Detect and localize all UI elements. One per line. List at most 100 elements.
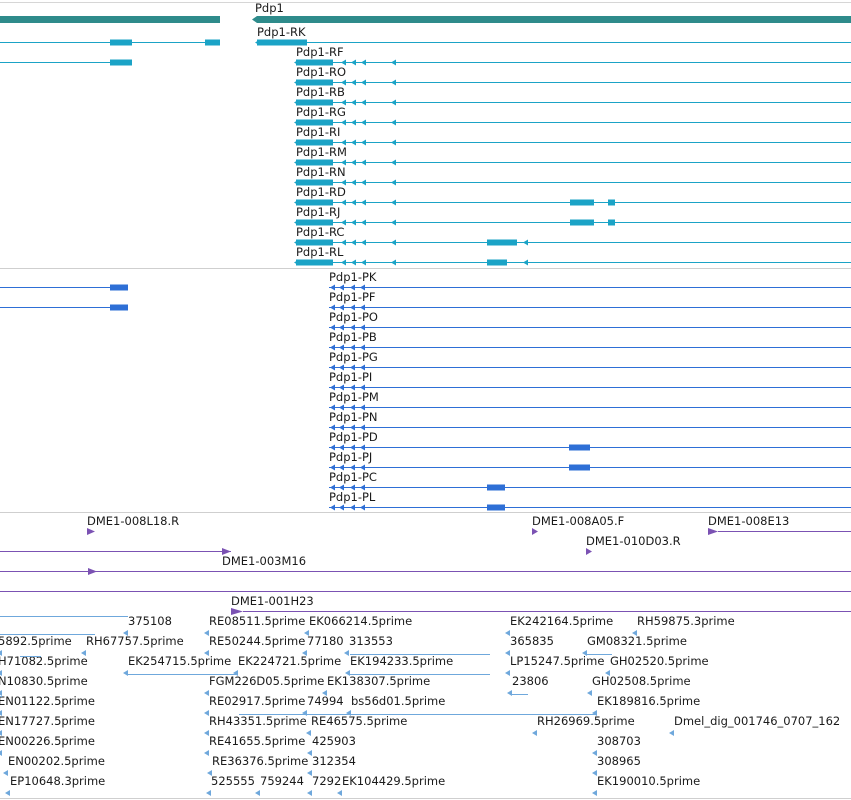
transcript-track[interactable]: Pdp1-RK Pdp1-RF Pdp1-RO Pdp1-RB Pdp1-RG Pdp1-… bbox=[0, 25, 851, 266]
est-row[interactable]: 308965 bbox=[592, 754, 641, 776]
exon[interactable] bbox=[296, 79, 333, 86]
protein-label[interactable]: Pdp1-PM bbox=[329, 390, 379, 404]
exon[interactable] bbox=[296, 159, 333, 166]
est-row[interactable]: GH02520.5prime bbox=[605, 654, 709, 676]
est-row[interactable]: H71082.5prime bbox=[0, 654, 88, 676]
est-feature[interactable] bbox=[0, 710, 2, 716]
est-label[interactable]: 23806 bbox=[512, 674, 549, 688]
clone-track[interactable]: DME1-008L18.R DME1-008A05.F DME1-008E13 DME… bbox=[0, 514, 851, 615]
protein-row[interactable]: Pdp1-PB bbox=[329, 330, 851, 351]
est-feature[interactable] bbox=[322, 690, 327, 696]
est-label[interactable]: 74994 bbox=[307, 694, 344, 708]
est-label[interactable]: RE41655.5prime bbox=[209, 734, 305, 748]
est-label[interactable]: RH43351.5prime bbox=[209, 714, 307, 728]
est-label[interactable]: RH26969.5prime bbox=[537, 714, 635, 728]
exon[interactable] bbox=[296, 99, 333, 106]
est-row[interactable]: RE41655.5prime bbox=[204, 734, 305, 756]
exon[interactable] bbox=[296, 179, 333, 186]
est-row[interactable]: 312354 bbox=[307, 754, 356, 776]
est-row[interactable]: 375108 bbox=[123, 614, 172, 636]
est-feature[interactable] bbox=[204, 710, 209, 716]
exon[interactable] bbox=[487, 239, 507, 246]
est-label[interactable]: 5892.5prime bbox=[0, 634, 72, 648]
est-feature[interactable] bbox=[207, 770, 212, 776]
est-feature[interactable] bbox=[304, 630, 309, 636]
clone-label[interactable]: DME1-008L18.R bbox=[87, 514, 179, 528]
protein-row[interactable]: Pdp1-PI bbox=[329, 370, 851, 391]
clone-end[interactable] bbox=[586, 548, 592, 555]
transcript-row[interactable]: Pdp1-RM bbox=[294, 145, 851, 166]
est-feature[interactable] bbox=[592, 750, 597, 756]
est-row[interactable]: 5892.5prime bbox=[0, 634, 72, 656]
est-label[interactable]: 759244 bbox=[260, 774, 304, 788]
gene-feature-pdp1[interactable] bbox=[257, 16, 851, 23]
est-row[interactable]: EK104429.5prime bbox=[337, 774, 445, 796]
est-feature[interactable] bbox=[345, 670, 350, 676]
est-feature[interactable] bbox=[307, 770, 312, 776]
exon[interactable] bbox=[296, 139, 333, 146]
exon[interactable] bbox=[110, 39, 132, 46]
transcript-row[interactable]: Pdp1-RK bbox=[0, 25, 851, 46]
est-feature[interactable] bbox=[81, 650, 86, 656]
clone-end[interactable] bbox=[87, 528, 95, 535]
protein-row[interactable]: Pdp1-PD bbox=[329, 430, 851, 451]
transcript-label[interactable]: Pdp1-RM bbox=[296, 145, 347, 159]
est-label[interactable]: 312354 bbox=[312, 754, 356, 768]
exon[interactable] bbox=[296, 239, 333, 246]
est-feature[interactable] bbox=[505, 670, 510, 676]
protein-label[interactable]: Pdp1-PD bbox=[329, 430, 378, 444]
clone-label[interactable]: DME1-008E13 bbox=[708, 514, 789, 528]
exon[interactable] bbox=[570, 199, 594, 206]
transcript-label[interactable]: Pdp1-RL bbox=[296, 245, 344, 259]
transcript-label[interactable]: Pdp1-RN bbox=[296, 165, 346, 179]
est-row[interactable]: Dmel_dig_001746_0707_162 bbox=[669, 714, 840, 736]
est-row[interactable]: 308703 bbox=[592, 734, 641, 756]
est-feature[interactable] bbox=[302, 650, 307, 656]
est-label[interactable]: N10830.5prime bbox=[0, 674, 88, 688]
est-label[interactable]: EP10648.3prime bbox=[10, 774, 105, 788]
transcript-label[interactable]: Pdp1-RK bbox=[257, 25, 306, 39]
exon[interactable] bbox=[296, 199, 333, 206]
protein-label[interactable]: Pdp1-PG bbox=[329, 350, 378, 364]
cds-block[interactable] bbox=[569, 464, 590, 471]
est-label[interactable]: RE36376.5prime bbox=[212, 754, 308, 768]
est-label[interactable]: 77180 bbox=[307, 634, 344, 648]
est-row[interactable]: RE02917.5prime bbox=[204, 694, 305, 716]
exon[interactable] bbox=[205, 39, 220, 46]
transcript-label[interactable]: Pdp1-RF bbox=[296, 45, 344, 59]
est-row[interactable]: EK224721.5prime bbox=[233, 654, 341, 676]
clone-end[interactable] bbox=[532, 528, 538, 535]
clone-end[interactable] bbox=[231, 608, 243, 615]
est-feature[interactable] bbox=[204, 630, 209, 636]
protein-label[interactable]: Pdp1-PI bbox=[329, 370, 372, 384]
est-label[interactable]: 375108 bbox=[128, 614, 172, 628]
est-label[interactable]: RH67757.5prime bbox=[86, 634, 184, 648]
est-row[interactable]: 525555 bbox=[206, 774, 255, 796]
clone-row[interactable] bbox=[0, 568, 851, 592]
gene-label[interactable]: Pdp1 bbox=[255, 1, 284, 15]
est-label[interactable]: H71082.5prime bbox=[0, 654, 88, 668]
clone-label[interactable]: DME1-003M16 bbox=[222, 554, 306, 568]
cds-block[interactable] bbox=[487, 504, 505, 511]
est-row[interactable]: RH43351.5prime bbox=[204, 714, 307, 736]
clone-end[interactable] bbox=[222, 548, 231, 555]
protein-row[interactable]: Pdp1-PG bbox=[329, 350, 851, 371]
protein-label[interactable]: Pdp1-PN bbox=[329, 410, 378, 424]
est-row[interactable]: EN00202.5prime bbox=[3, 754, 105, 776]
est-row[interactable]: 365835 bbox=[505, 634, 554, 656]
est-row[interactable]: RE36376.5prime bbox=[207, 754, 308, 776]
est-feature[interactable] bbox=[255, 790, 260, 796]
exon[interactable] bbox=[507, 239, 517, 246]
est-label[interactable]: EN01122.5prime bbox=[0, 694, 95, 708]
est-row[interactable]: RE50244.5prime bbox=[204, 634, 305, 656]
est-row[interactable]: 759244 bbox=[255, 774, 304, 796]
est-row[interactable]: EK242164.5prime bbox=[505, 614, 613, 636]
clone-row[interactable]: DME1-008A05.F bbox=[532, 514, 624, 535]
est-label[interactable]: 425903 bbox=[312, 734, 356, 748]
cds-block[interactable] bbox=[110, 284, 128, 291]
est-feature[interactable] bbox=[5, 790, 10, 796]
transcript-label[interactable]: Pdp1-RJ bbox=[296, 205, 340, 219]
est-label[interactable]: RE02917.5prime bbox=[209, 694, 305, 708]
est-label[interactable]: bs56d01.5prime bbox=[351, 694, 445, 708]
est-feature[interactable] bbox=[204, 750, 209, 756]
